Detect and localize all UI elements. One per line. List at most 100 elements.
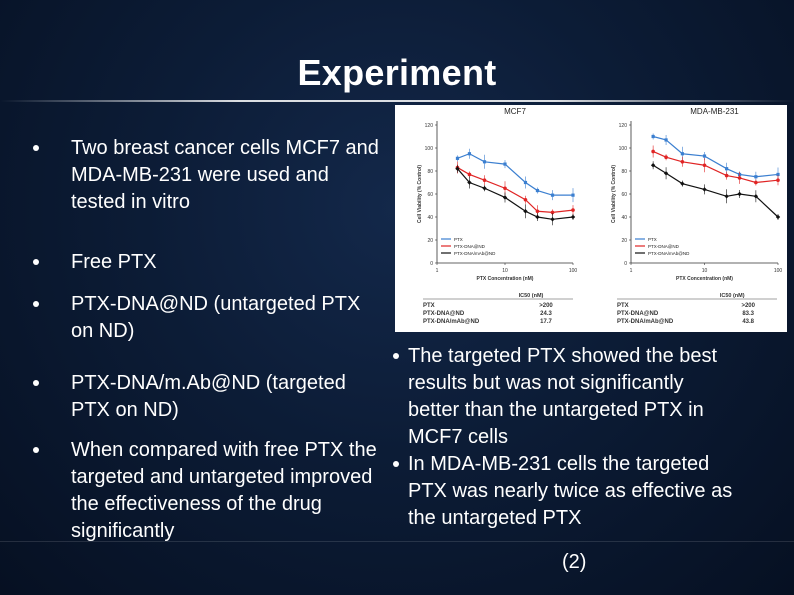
x-tick-label: 10 — [502, 268, 508, 274]
data-point — [482, 160, 487, 164]
ic50-row-value: 83.3 — [742, 311, 754, 317]
y-tick-label: 40 — [621, 215, 627, 221]
data-point — [503, 186, 507, 191]
data-point — [680, 181, 685, 186]
data-point — [664, 138, 668, 142]
ic50-row-label: PTX-DNA/mAb@ND — [617, 319, 674, 325]
series-line — [652, 135, 779, 178]
data-point — [776, 172, 780, 177]
ic50-header: IC50 (nM) — [519, 293, 544, 299]
data-point — [523, 180, 528, 185]
legend-label: PTX-DNA@ND — [454, 244, 486, 249]
data-point — [571, 193, 575, 197]
data-point — [775, 214, 781, 220]
ic50-row-label: PTX — [617, 303, 629, 309]
legend-label: PTX — [648, 237, 657, 242]
data-point — [550, 217, 555, 222]
y-tick-label: 120 — [425, 123, 434, 129]
y-tick-label: 20 — [427, 238, 433, 244]
bullet-item: Two breast cancer cells MCF7 and MDA-MB-… — [33, 135, 381, 216]
y-tick-label: 0 — [624, 261, 627, 267]
y-tick-label: 80 — [427, 169, 433, 175]
data-point — [535, 209, 540, 214]
y-tick-label: 100 — [619, 146, 628, 152]
data-point — [550, 210, 555, 215]
legend-label: PTX-DNA/mAb@ND — [648, 251, 690, 256]
bullet-dot-icon — [33, 380, 39, 386]
bullet-dot-icon — [33, 301, 39, 307]
data-point — [503, 162, 507, 166]
ic50-row-value: >200 — [741, 303, 755, 309]
y-tick-label: 20 — [621, 238, 627, 244]
bullet-text: The targeted PTX showed the best results… — [408, 345, 718, 448]
y-tick-label: 100 — [425, 146, 434, 152]
data-point — [737, 191, 742, 197]
bullet-text: Two breast cancer cells MCF7 and MDA-MB-… — [71, 137, 379, 213]
ic50-row-value: 43.8 — [742, 319, 754, 325]
data-point — [467, 152, 472, 156]
x-tick-label: 10 — [702, 268, 708, 274]
chart-title: MDA-MB-231 — [690, 107, 739, 116]
data-point — [754, 180, 758, 185]
data-point — [753, 194, 759, 199]
y-tick-label: 60 — [427, 192, 433, 198]
footer-divider — [0, 541, 794, 542]
data-point — [737, 176, 742, 180]
series-line — [457, 153, 573, 196]
bullet-text: PTX-DNA@ND (untargeted PTX on ND) — [71, 293, 361, 342]
citation: (2) — [562, 551, 587, 573]
bullet-text: When compared with free PTX the targeted… — [71, 439, 377, 542]
y-axis-label: Cell Viability (% Control) — [611, 165, 617, 223]
data-point — [467, 180, 472, 185]
data-point — [651, 134, 655, 139]
data-point — [571, 208, 575, 212]
ic50-row-value: 17.7 — [540, 319, 552, 325]
legend-label: PTX — [454, 237, 463, 242]
data-point — [535, 188, 540, 193]
ic50-row-label: PTX-DNA@ND — [423, 311, 465, 317]
data-point — [725, 167, 729, 171]
data-point — [754, 175, 758, 179]
bullet-dot-icon — [33, 145, 39, 151]
series-line — [457, 167, 574, 214]
data-point — [535, 214, 540, 220]
bullet-dot-icon — [393, 461, 399, 467]
series-line — [457, 168, 574, 220]
data-point — [467, 172, 472, 177]
series-line — [652, 150, 779, 184]
bullet-dot-icon — [33, 259, 39, 265]
x-tick-label: 100 — [774, 268, 783, 274]
y-tick-label: 120 — [619, 123, 628, 129]
data-point — [724, 194, 729, 199]
data-point — [702, 163, 707, 168]
data-point — [482, 178, 487, 182]
bullet-item: Free PTX — [33, 249, 381, 276]
data-point — [523, 197, 528, 202]
data-point — [651, 149, 655, 154]
ic50-header: IC50 (nM) — [720, 293, 745, 299]
x-tick-label: 100 — [569, 268, 578, 274]
data-point — [455, 166, 460, 171]
data-point — [724, 173, 729, 178]
data-point — [702, 154, 707, 158]
title-underline — [0, 100, 794, 102]
data-point — [455, 156, 460, 160]
data-point — [776, 178, 780, 182]
data-point — [550, 193, 555, 197]
data-point — [702, 187, 707, 192]
ic50-row-label: PTX-DNA/mAb@ND — [423, 319, 480, 325]
bullet-item: PTX-DNA/m.Ab@ND (targeted PTX on ND) — [33, 370, 381, 424]
results-figure: MCF7 0 20 40 60 80 100 120 1 10 100 PTX Concentrati… — [395, 105, 787, 332]
bullet-text: Free PTX — [71, 251, 157, 273]
data-point — [570, 214, 576, 220]
y-tick-label: 80 — [621, 169, 627, 175]
data-point — [502, 195, 508, 200]
data-point — [680, 152, 684, 156]
x-tick-label: 1 — [436, 268, 439, 274]
bullet-text: In MDA-MB-231 cells the targeted PTX was… — [408, 453, 733, 529]
bullet-text: PTX-DNA/m.Ab@ND (targeted PTX on ND) — [71, 372, 346, 421]
x-axis-label: PTX Concentration (nM) — [676, 276, 733, 282]
y-tick-label: 60 — [621, 192, 627, 198]
ic50-row-value: >200 — [539, 303, 553, 309]
